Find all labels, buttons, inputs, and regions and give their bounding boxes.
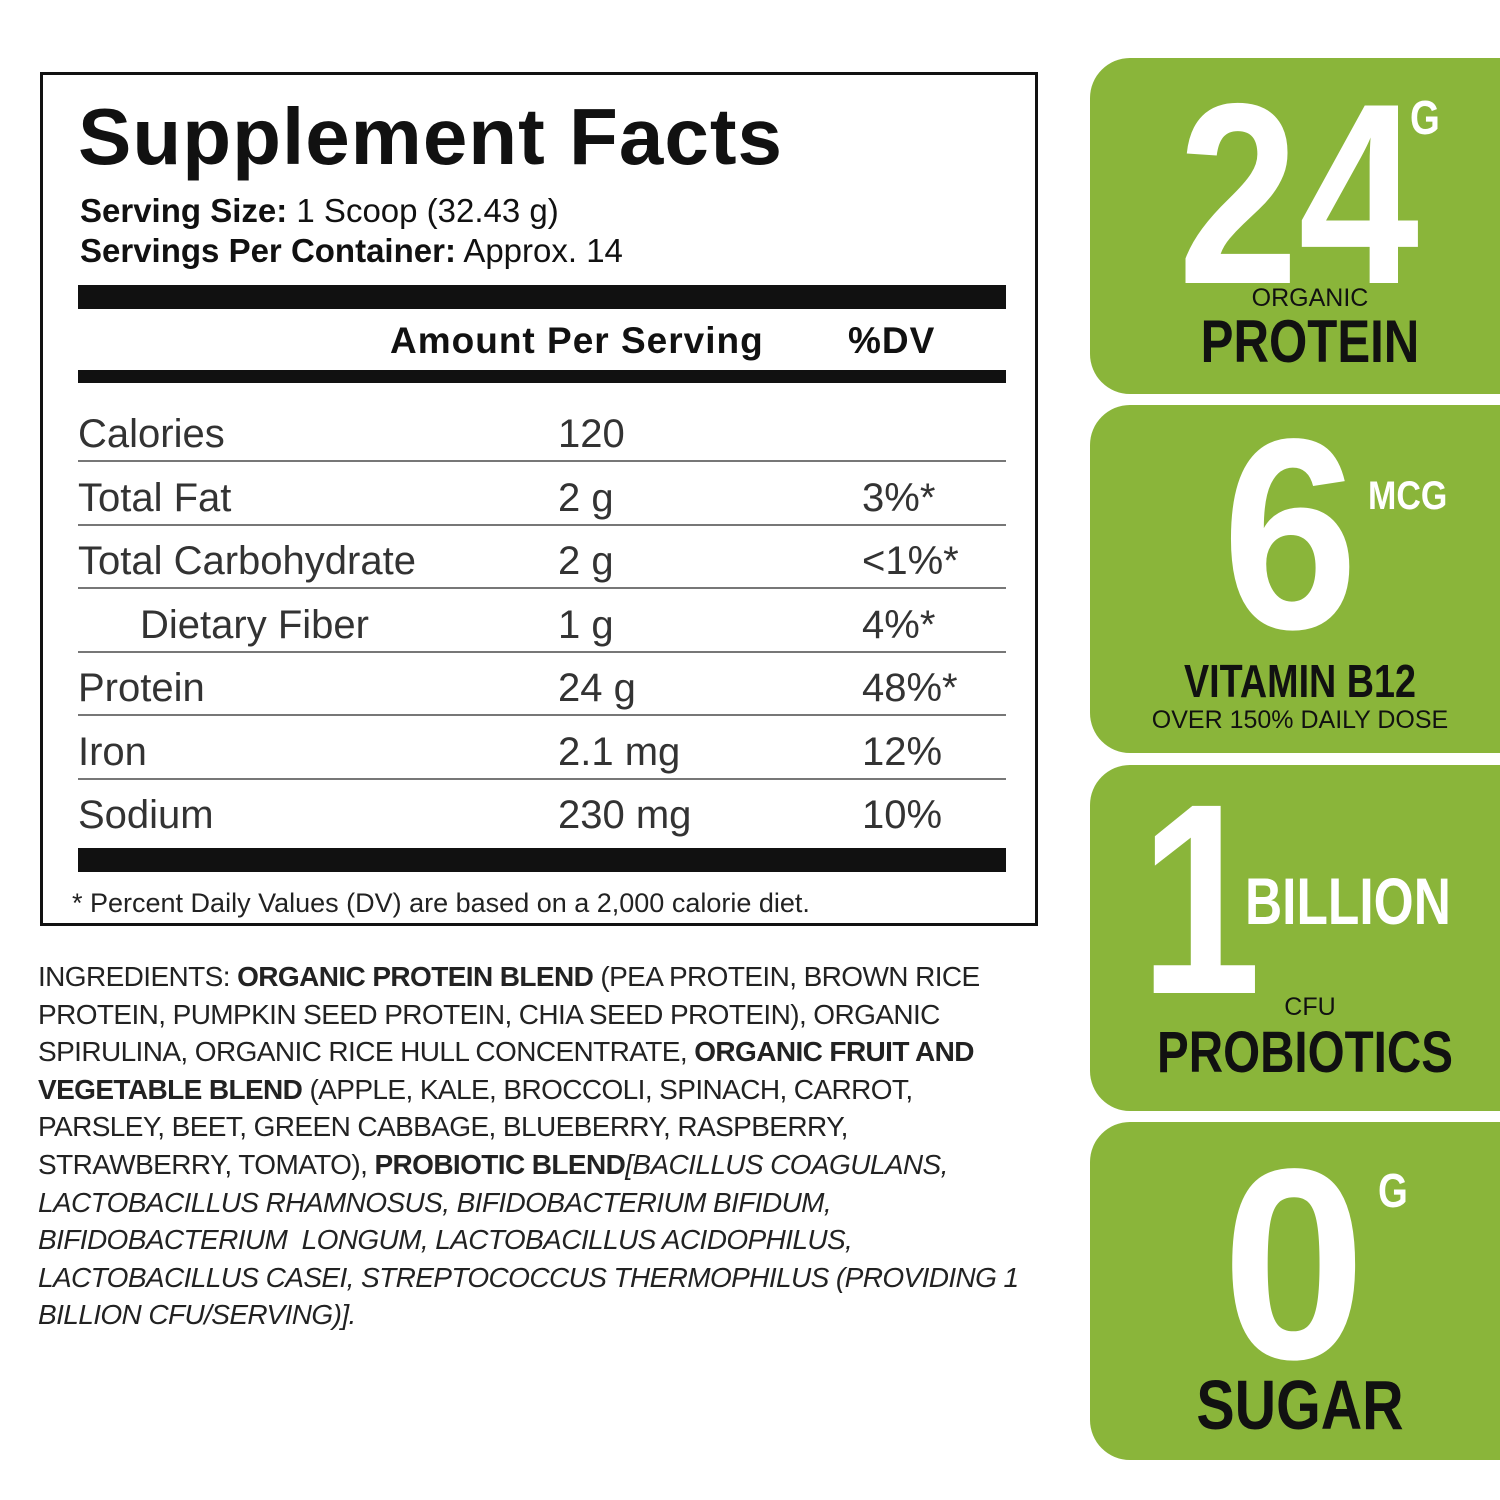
badge-number: 24 — [1178, 49, 1420, 338]
nutrient-dv: <1%* — [862, 539, 959, 583]
row-rule — [78, 587, 1006, 589]
badge-main: PROBIOTICS — [1157, 1020, 1453, 1085]
nutrient-amount: 2 g — [558, 475, 614, 520]
row-rule — [78, 777, 1006, 780]
ingredient-run: PROBIOTIC BLEND — [374, 1148, 626, 1180]
nutrient-amount: 2.1 mg — [558, 729, 681, 774]
nutrient-amount: 1 g — [558, 602, 614, 647]
row-rule — [78, 523, 1006, 526]
ingredients: INGREDIENTS: ORGANIC PROTEIN BLEND (PEA … — [38, 958, 1038, 1334]
badge-panel — [1090, 405, 1500, 753]
badge-unit: G — [1378, 1165, 1408, 1218]
badge-unit: MCG — [1368, 474, 1448, 518]
nutrient-dv: 4%* — [862, 602, 936, 647]
badge-small: CFU — [1284, 993, 1336, 1021]
nutrient-amount: 24 g — [558, 666, 636, 710]
nutrient-name: Dietary Fiber — [140, 602, 369, 647]
row-rule — [78, 650, 1006, 653]
facts-title: Supplement Facts — [78, 92, 784, 181]
ingredient-run: (APPLE, KALE, BROCCOLI, SPINACH, CARROT,… — [38, 1073, 920, 1180]
badge-unit: G — [1410, 92, 1440, 145]
row-rule — [78, 714, 1006, 716]
nutrient-amount: 2 g — [558, 539, 614, 583]
badge-unit: BILLION — [1245, 864, 1451, 938]
nutrient-amount: 120 — [558, 412, 625, 456]
facts-box — [40, 72, 1038, 926]
ingredient-run: (PEA PROTEIN, BROWN RICE PROTEIN, PUMPKI… — [38, 961, 987, 1068]
ingredient-run: ORGANIC PROTEIN BLEND — [237, 961, 594, 992]
dv-header: %DV — [848, 320, 936, 361]
ingredient-run: [BACILLUS COAGULANS, LACTOBACILLUS RHAMN… — [38, 1148, 1026, 1331]
serving-size-label: Serving Size: — [80, 192, 288, 229]
nutrient-name: Total Carbohydrate — [78, 539, 416, 583]
badge-number: 1 — [1140, 747, 1262, 1051]
nutrient-dv: 3%* — [862, 475, 936, 520]
thick-bar — [78, 370, 1006, 383]
badge-main: PROTEIN — [1200, 308, 1420, 375]
thick-bar — [78, 285, 1006, 309]
badge-number: 0 — [1222, 1112, 1366, 1416]
badge-note: OVER 150% DAILY DOSE — [1151, 706, 1449, 734]
footnote: * Percent Daily Values (DV) are based on… — [72, 888, 810, 918]
badge-panel — [1090, 58, 1500, 394]
serving-size-value: 1 Scoop (32.43 g) — [296, 192, 559, 229]
ingredient-run: ORGANIC FRUIT AND VEGETABLE BLEND — [38, 1036, 982, 1105]
nutrient-name: Protein — [78, 666, 205, 710]
nutrient-name: Sodium — [78, 793, 214, 837]
badge-main: SUGAR — [1196, 1366, 1404, 1444]
servings-value: Approx. 14 — [463, 232, 623, 269]
badge-panel — [1090, 1122, 1500, 1460]
badge-main: VITAMIN B12 — [1184, 655, 1416, 707]
servings: Servings Per Container: Approx. 14 — [80, 234, 623, 267]
serving-size: Serving Size: 1 Scoop (32.43 g) — [80, 194, 559, 227]
badge-small: ORGANIC — [1251, 284, 1369, 312]
thick-bar — [78, 848, 1006, 872]
row-rule — [78, 460, 1006, 462]
badge-number: 6 — [1222, 382, 1359, 686]
badge-panel — [1090, 765, 1500, 1111]
nutrient-dv: 12% — [862, 729, 943, 774]
ingredient-run: INGREDIENTS: — [38, 961, 238, 992]
nutrient-name: Iron — [78, 729, 147, 774]
nutrient-name: Calories — [78, 412, 225, 456]
servings-label: Servings Per Container: — [80, 232, 456, 269]
nutrient-amount: 230 mg — [558, 793, 692, 837]
nutrient-dv: 48%* — [862, 666, 958, 710]
nutrient-dv: 10% — [862, 793, 943, 837]
amount-header: Amount Per Serving — [390, 320, 764, 361]
nutrient-name: Total Fat — [78, 475, 232, 520]
